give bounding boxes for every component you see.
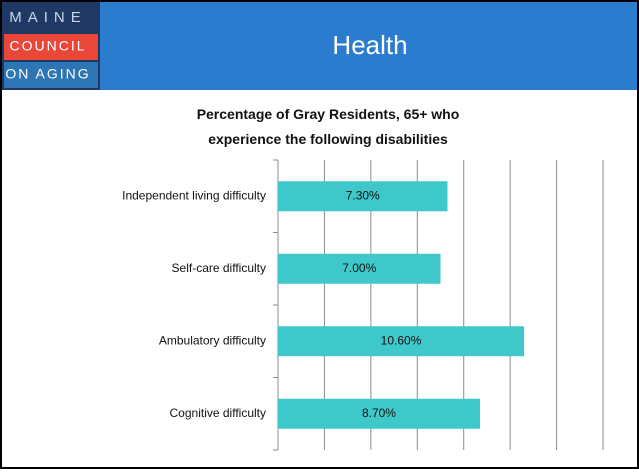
logo-line: MAINE <box>9 9 87 26</box>
logo-line: ON AGING <box>5 66 90 82</box>
logo-red <box>4 34 98 60</box>
bar <box>278 181 448 212</box>
logo-blue <box>4 62 98 88</box>
bar <box>278 398 480 429</box>
logo-line: COUNCIL <box>9 38 86 54</box>
y-tick-label: Independent living difficulty <box>122 188 266 202</box>
y-tick-label: Self-care difficulty <box>172 261 266 275</box>
bar <box>278 326 525 357</box>
y-tick-label: Ambulatory difficulty <box>159 333 266 347</box>
y-tick-label: Cognitive difficulty <box>170 406 267 420</box>
data-label: 10.60% <box>381 333 422 347</box>
data-label: 7.30% <box>346 188 380 202</box>
bar <box>278 253 441 284</box>
data-label: 8.70% <box>362 406 396 420</box>
chart-title: Percentage of Gray Residents, 65+ who exp… <box>197 106 460 147</box>
data-label: 7.00% <box>342 261 376 275</box>
header-bar <box>2 2 637 90</box>
header-title: Health <box>332 30 407 60</box>
